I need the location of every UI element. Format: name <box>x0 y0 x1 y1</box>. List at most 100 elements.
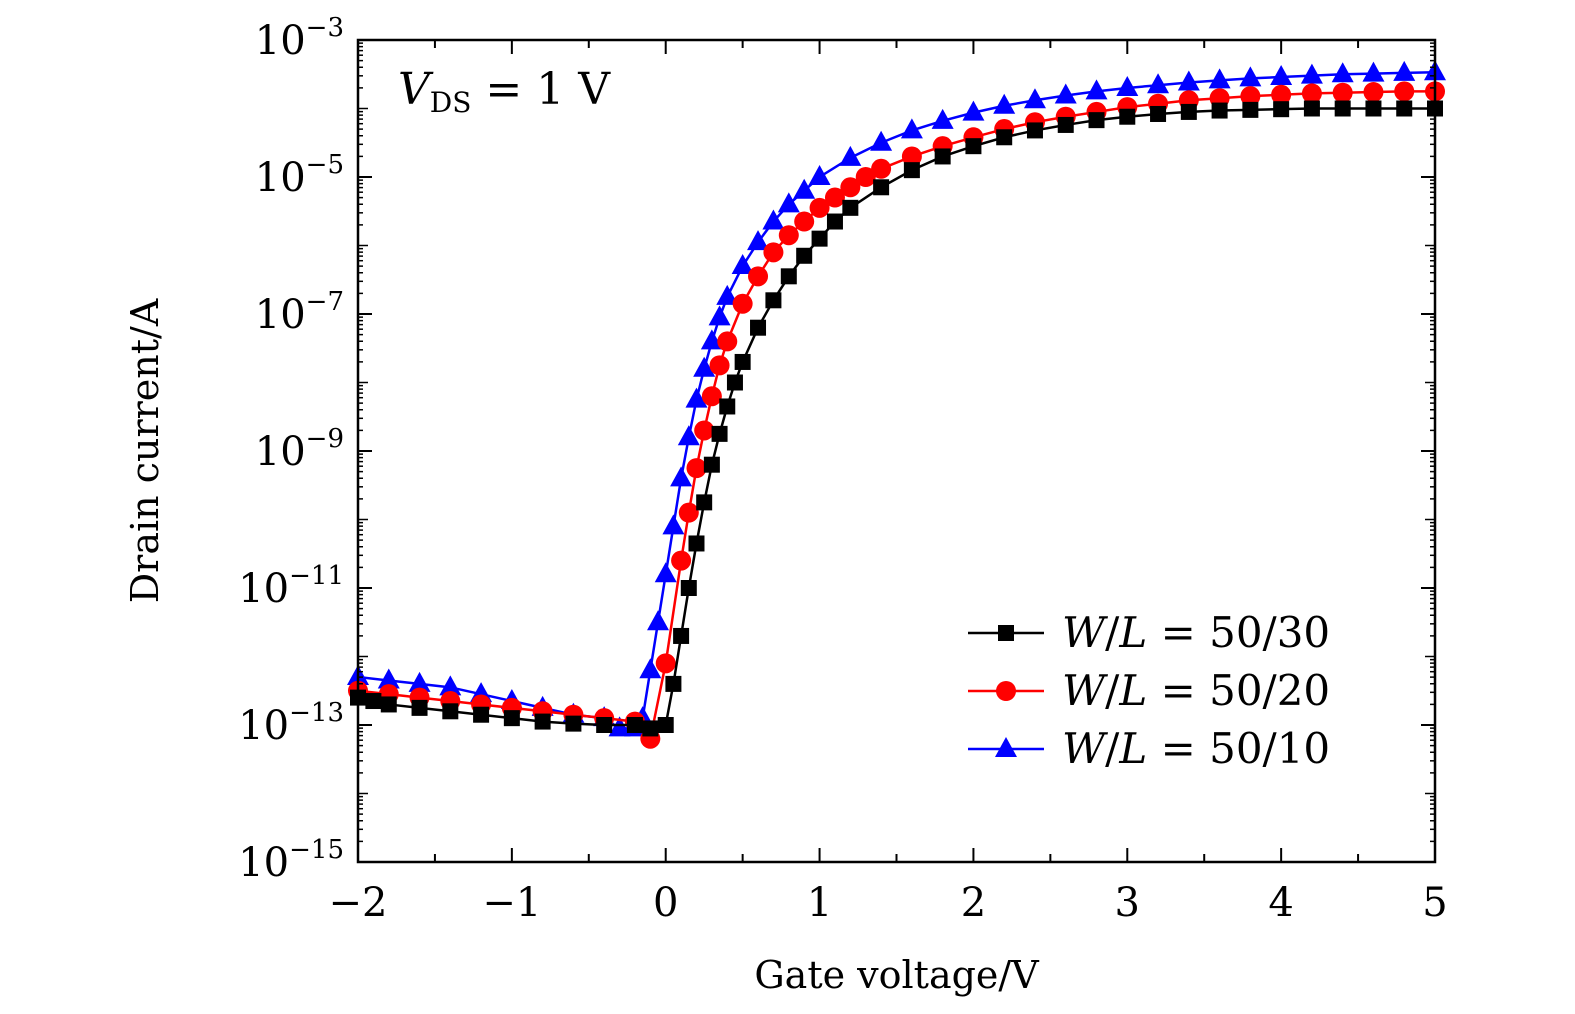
series-0-point-10 <box>626 717 643 733</box>
series-2-point-39 <box>1147 73 1170 94</box>
series-1-point-13 <box>678 502 699 523</box>
x-tick-label: −1 <box>482 880 541 926</box>
tick-labels-layer: −2 −1 0 1 2 3 4 5 10−15 10−13 10−11 10−9 10−7 10−5 10−… <box>238 13 1448 926</box>
series-2-point-13 <box>647 610 670 631</box>
legend-marker-0 <box>998 625 1014 641</box>
series-0-point-42 <box>1242 101 1259 118</box>
series-0-point-22 <box>734 353 751 370</box>
series-1-point-45 <box>1394 81 1415 102</box>
series-0-point-2 <box>380 696 397 713</box>
series-2-point-31 <box>900 118 923 139</box>
series-0-point-30 <box>873 179 890 196</box>
series-0-point-3 <box>411 699 428 716</box>
x-tick-label: 4 <box>1268 880 1293 926</box>
series-1-point-21 <box>763 242 784 263</box>
y-tick-label: 10−3 <box>255 13 344 64</box>
series-0-point-17 <box>696 494 713 511</box>
series-1-point-24 <box>809 197 830 218</box>
x-tick-label: 3 <box>1115 880 1140 926</box>
series-2-point-44 <box>1300 63 1323 84</box>
y-tick-label: 10−7 <box>255 287 344 338</box>
series-0-point-19 <box>711 425 728 442</box>
series-0-point-16 <box>688 535 705 552</box>
series-layer <box>347 60 1446 749</box>
series-0-point-41 <box>1211 102 1228 119</box>
legend-marker-shape-2 <box>995 737 1017 757</box>
series-2-point-38 <box>1116 75 1139 96</box>
legend: W/L = 50/30 W/L = 50/20 W/L = 50/10 <box>968 608 1330 773</box>
series-0-point-34 <box>996 129 1013 146</box>
series-0-point-25 <box>780 268 797 285</box>
series-0-point-47 <box>1396 100 1413 117</box>
annotation-variable: V <box>398 64 434 115</box>
series-0-point-35 <box>1026 122 1043 139</box>
x-tick-label: 1 <box>807 880 832 926</box>
series-0-point-40 <box>1180 103 1197 120</box>
series-1-point-28 <box>871 158 892 179</box>
series-0-point-6 <box>503 710 520 727</box>
series-2-point-30 <box>870 130 893 151</box>
series-0-point-33 <box>965 138 982 155</box>
series-2-point-17 <box>677 425 700 446</box>
series-2-point-37 <box>1085 79 1108 100</box>
series-0-point-15 <box>680 580 697 596</box>
series-2-point-43 <box>1270 64 1293 85</box>
series-0-point-26 <box>796 247 813 264</box>
x-tick-label: 5 <box>1422 880 1447 926</box>
series-0-point-21 <box>726 374 743 391</box>
y-tick-label: 10−15 <box>238 835 344 886</box>
ticks-layer <box>357 39 1436 863</box>
series-1-point-40 <box>1240 86 1261 107</box>
series-0-point-20 <box>719 398 736 415</box>
series-2-point-42 <box>1239 66 1262 87</box>
series-2-point-46 <box>1362 61 1385 82</box>
series-2-point-47 <box>1393 60 1416 81</box>
series-2-point-27 <box>793 178 816 199</box>
series-0 <box>350 100 1443 737</box>
x-tick-label: 0 <box>653 880 678 926</box>
series-0-point-18 <box>703 456 720 473</box>
series-0-point-39 <box>1150 105 1167 122</box>
series-2-point-1 <box>377 668 400 689</box>
series-2-point-12 <box>639 658 662 679</box>
series-0-point-1 <box>365 693 382 710</box>
series-2-point-25 <box>762 209 785 230</box>
series-1-point-22 <box>778 225 799 246</box>
series-2-point-2 <box>408 671 431 692</box>
series-0-point-11 <box>642 720 659 737</box>
series-2-point-34 <box>993 93 1016 114</box>
legend-label-0-w: W <box>1062 608 1109 657</box>
series-2-point-40 <box>1177 70 1200 91</box>
series-1-point-16 <box>701 386 722 407</box>
annotation-subscript: DS <box>430 86 472 119</box>
vds-annotation: VDS = 1 V <box>398 64 611 119</box>
legend-label-1: W/L = 50/20 <box>1062 666 1330 715</box>
x-tick-label: −2 <box>329 880 388 926</box>
series-0-point-27 <box>811 230 828 247</box>
series-0-point-7 <box>534 713 551 730</box>
legend-label-2-w: W <box>1062 724 1109 773</box>
legend-label-2-value: = 50/10 <box>1147 724 1330 773</box>
legend-marker-1 <box>996 681 1016 701</box>
series-0-point-14 <box>673 627 690 644</box>
series-1-point-26 <box>840 177 861 198</box>
legend-label-2-l: L <box>1118 724 1147 773</box>
series-0-point-28 <box>826 213 843 230</box>
series-1-point-18 <box>717 331 738 352</box>
series-0-point-8 <box>565 715 582 732</box>
series-1 <box>348 81 1445 749</box>
legend-entry-1: W/L = 50/20 <box>968 666 1330 715</box>
legend-entry-0: W/L = 50/30 <box>968 608 1330 657</box>
legend-entry-2: W/L = 50/10 <box>968 724 1330 773</box>
series-0-point-29 <box>842 199 859 216</box>
series-1-point-25 <box>824 187 845 208</box>
series-0-point-45 <box>1334 100 1351 117</box>
y-axis-title: Drain current/A <box>123 298 167 603</box>
annotation-value: = 1 V <box>471 64 611 115</box>
series-0-point-5 <box>473 706 490 723</box>
series-2-point-14 <box>654 562 677 583</box>
series-2-point-41 <box>1208 68 1231 89</box>
legend-marker-2 <box>995 737 1017 757</box>
series-2-point-24 <box>747 230 770 251</box>
series-0-point-32 <box>934 148 951 165</box>
